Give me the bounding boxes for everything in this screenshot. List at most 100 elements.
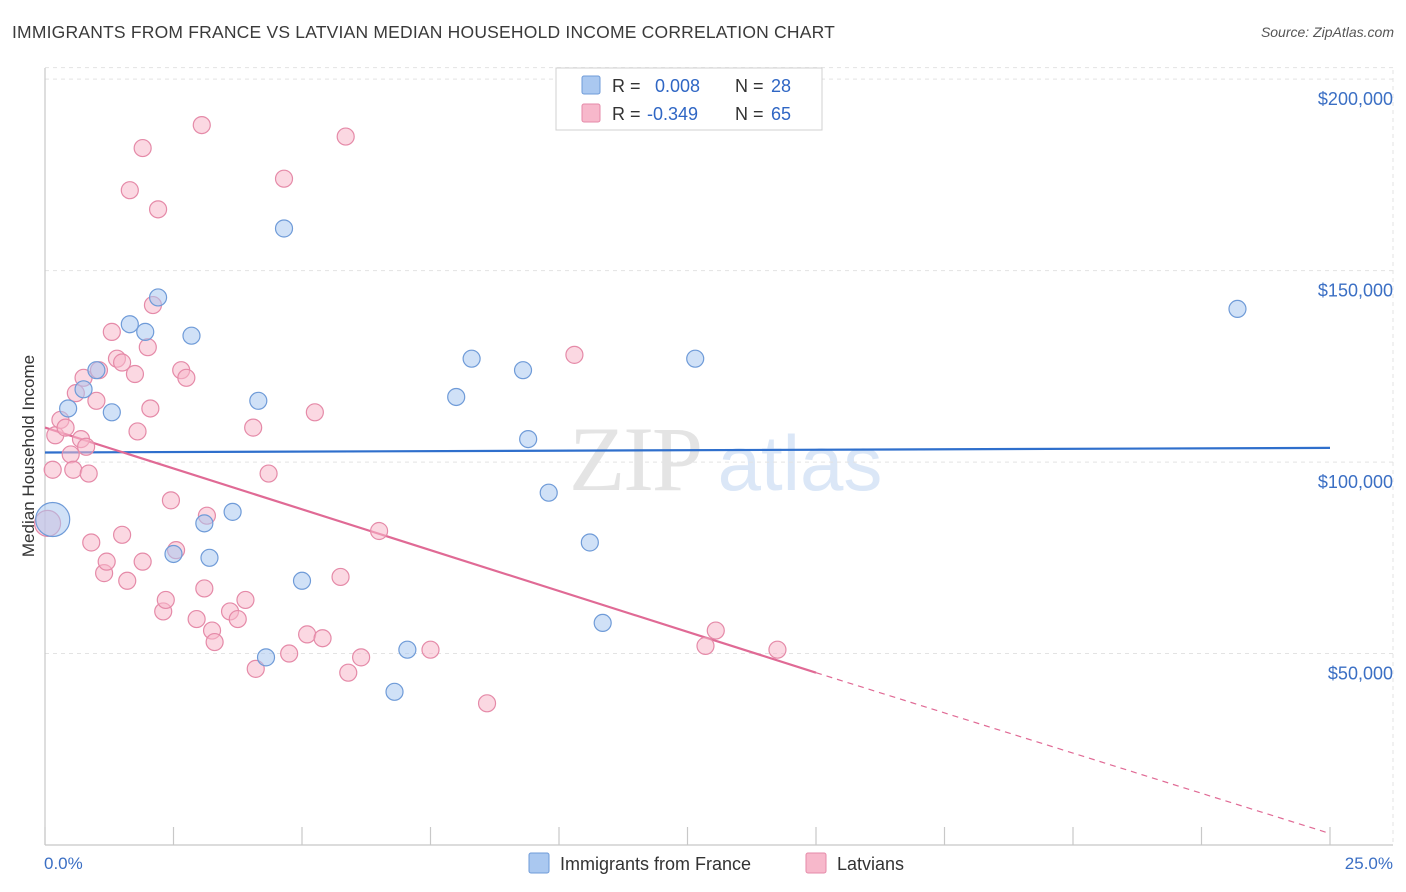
point-latvian-57 (352, 648, 371, 667)
point-latvian-1 (43, 460, 62, 479)
point-latvian-17 (102, 322, 121, 341)
point-latvian-45 (236, 590, 255, 610)
bottom-legend-label-latvian: Latvians (837, 854, 904, 874)
point-latvian-28 (141, 399, 160, 418)
point-latvian-60 (477, 694, 497, 713)
point-france-11 (200, 548, 219, 567)
point-latvian-42 (205, 632, 224, 652)
point-latvian-22 (120, 181, 139, 200)
legend-n-value-2: 65 (771, 104, 791, 124)
point-latvian-62 (696, 636, 715, 655)
legend-r-value-2: -0.349 (647, 104, 698, 124)
point-france-10 (195, 514, 214, 533)
point-latvian-52 (305, 403, 324, 422)
point-france-24 (580, 533, 599, 552)
point-latvian-20 (112, 525, 132, 544)
point-france-3 (87, 361, 106, 380)
point-france-22 (519, 429, 538, 449)
point-latvian-16 (97, 552, 116, 571)
point-latvian-39 (195, 579, 214, 598)
point-latvian-50 (280, 644, 299, 663)
trend-lines (44, 426, 1331, 835)
point-france-18 (398, 640, 417, 659)
point-france-27 (1228, 299, 1247, 319)
legend-n-label-1: N = (735, 76, 764, 96)
point-france-1 (59, 399, 78, 418)
top-legend: R = 0.008 N = 28 R = -0.349 N = 65 (555, 67, 823, 131)
point-latvian-37 (187, 609, 206, 629)
point-france-26 (686, 349, 705, 368)
point-latvian-26 (133, 552, 152, 571)
point-france-9 (182, 326, 201, 345)
trend-line-latvian-extension (815, 672, 1331, 835)
point-france-7 (148, 288, 168, 307)
y-tick-label-1: $100,000 (1318, 472, 1393, 492)
source-credit: Source: ZipAtlas.com (1260, 24, 1394, 40)
point-france-16 (292, 571, 312, 590)
point-latvian-38 (192, 115, 211, 135)
point-france-4 (102, 403, 121, 422)
point-france-5 (120, 315, 139, 334)
y-tick-label-3: $200,000 (1318, 89, 1393, 109)
x-tick-label-1: 25.0% (1345, 854, 1393, 873)
point-latvian-23 (125, 364, 145, 384)
legend-r-value-1: 0.008 (655, 76, 700, 96)
point-latvian-58 (370, 521, 389, 541)
point-latvian-48 (259, 464, 278, 483)
point-france-12 (223, 502, 242, 521)
point-latvian-55 (336, 127, 355, 146)
chart-title: IMMIGRANTS FROM FRANCE VS LATVIAN MEDIAN… (12, 22, 835, 42)
point-france-17 (385, 682, 404, 701)
point-latvian-27 (138, 338, 157, 357)
watermark-atlas: atlas (718, 419, 883, 507)
point-latvian-51 (298, 625, 317, 644)
point-france-14 (256, 648, 276, 667)
point-latvian-11 (79, 464, 98, 483)
point-latvian-10 (77, 437, 96, 456)
trend-line-france (44, 446, 1331, 454)
trend-line-latvian (44, 426, 817, 674)
point-latvian-63 (706, 621, 725, 640)
bottom-legend-swatch-france (528, 852, 550, 874)
point-latvian-36 (177, 368, 196, 387)
point-france-8 (164, 544, 183, 564)
point-latvian-33 (161, 491, 181, 510)
point-france-21 (513, 361, 533, 380)
point-france-15 (274, 219, 294, 238)
point-france-6 (136, 322, 155, 341)
point-latvian-12 (82, 533, 101, 552)
point-france-19 (447, 387, 466, 407)
point-latvian-19 (112, 353, 132, 372)
legend-n-label-2: N = (735, 104, 764, 124)
point-latvian-6 (64, 460, 83, 479)
bottom-legend-label-france: Immigrants from France (560, 854, 751, 874)
point-latvian-49 (274, 169, 294, 188)
point-latvian-59 (421, 640, 440, 659)
point-latvian-46 (244, 418, 263, 437)
gridlines (45, 67, 1394, 845)
point-latvian-61 (565, 345, 584, 364)
point-latvian-56 (339, 663, 358, 682)
x-tick-label-0: 0.0% (44, 854, 83, 873)
y-axis-label: Median Household Income (19, 355, 38, 557)
legend-r-label-2: R = (612, 104, 641, 124)
point-latvian-4 (56, 418, 75, 437)
y-tick-labels: $50,000 $100,000 $150,000 $200,000 (1318, 89, 1393, 683)
bottom-legend-swatch-latvian (805, 852, 827, 874)
point-france-25 (593, 613, 612, 633)
point-latvian-64 (768, 640, 787, 659)
point-latvian-53 (313, 629, 332, 648)
point-latvian-30 (148, 200, 168, 219)
axes (44, 68, 1393, 846)
point-latvian-32 (156, 590, 175, 610)
y-tick-label-0: $50,000 (1328, 664, 1393, 684)
point-latvian-44 (228, 609, 247, 629)
point-latvian-5 (61, 445, 80, 464)
legend-swatch-france (581, 75, 601, 95)
point-france-2 (74, 380, 93, 399)
legend-r-label-1: R = (612, 76, 641, 96)
bottom-legend: Immigrants from France Latvians (528, 852, 904, 874)
point-latvian-21 (118, 571, 137, 590)
legend-swatch-latvian (581, 103, 601, 123)
